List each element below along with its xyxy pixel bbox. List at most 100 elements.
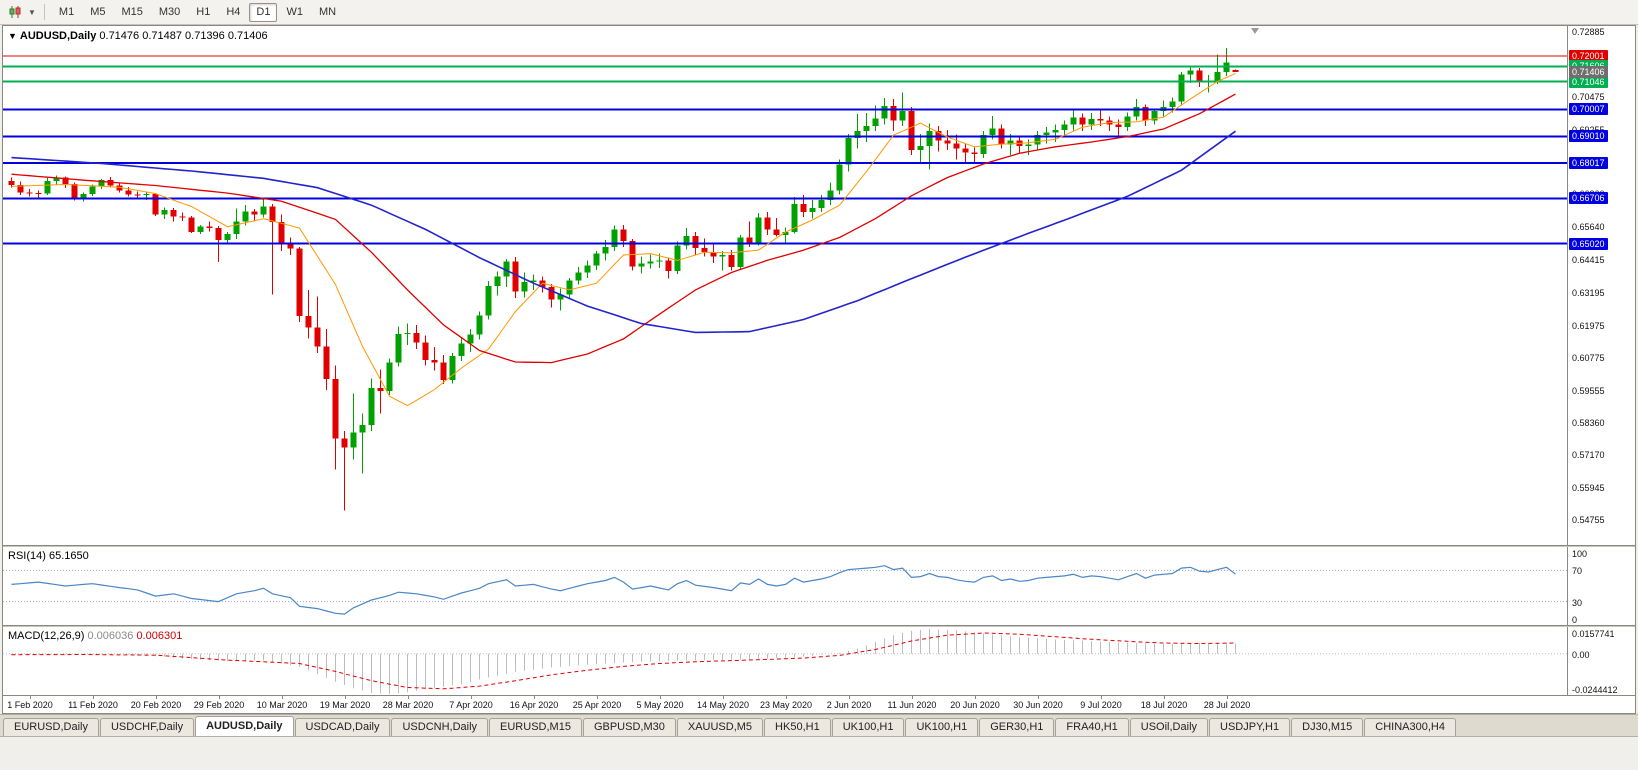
macd-pane[interactable]: MACD(12,26,9) 0.006036 0.006301 [3, 627, 1567, 695]
date-tick [786, 696, 787, 699]
candle [1160, 100, 1167, 117]
date-tick [1101, 696, 1102, 699]
price-axis-label: 0.59555 [1572, 386, 1605, 396]
date-tick [282, 696, 283, 699]
date-tick [345, 696, 346, 699]
rsi-line [11, 565, 1236, 615]
candle [188, 216, 195, 233]
pane-separator[interactable] [3, 625, 1635, 627]
date-tick [1038, 696, 1039, 699]
candle [287, 237, 294, 255]
chart-tab-uk100-h1[interactable]: UK100,H1 [905, 718, 979, 736]
timeframe-button-d1[interactable]: D1 [249, 2, 278, 22]
candle [395, 326, 402, 367]
timeframe-button-m1[interactable]: M1 [58, 5, 75, 18]
quick-trade-arrow-icon[interactable]: ▼ [8, 31, 17, 41]
candle [278, 214, 285, 251]
timeframe-button-h4[interactable]: H4 [226, 5, 241, 18]
date-axis-label: 28 Jul 2020 [1203, 700, 1251, 710]
chart-tab-usdjpy-h1[interactable]: USDJPY,H1 [1209, 718, 1291, 736]
candle [575, 267, 582, 285]
chart-shift-marker[interactable] [1251, 28, 1259, 34]
chart-tab-eurusd-m15[interactable]: EURUSD,M15 [489, 718, 582, 736]
date-axis[interactable]: 1 Feb 2020 11 Feb 2020 20 Feb 2020 29 Feb 2… [3, 695, 1635, 711]
price-axis-label: 0.61975 [1572, 321, 1605, 331]
chart-tab-usdchf-daily[interactable]: USDCHF,Daily [99, 718, 195, 736]
chart-tab-usoil-daily[interactable]: USOil,Daily [1129, 718, 1209, 736]
macd-signal-line [11, 632, 1236, 690]
timeframe-button-m15[interactable]: M15 [121, 5, 143, 18]
chart-tab-usdcad-daily[interactable]: USDCAD,Daily [294, 718, 391, 736]
price-axis[interactable]: 0.728850.716950.704750.692550.680350.668… [1567, 26, 1635, 695]
timeframe-button-m30[interactable]: M30 [158, 5, 181, 18]
level-price-box: 0.68017 [1569, 157, 1608, 169]
timeframe-button-w1[interactable]: W1 [286, 5, 303, 18]
candle [1034, 131, 1041, 150]
timeframe-button-mn[interactable]: MN [318, 5, 337, 18]
price-pane[interactable]: ▼ AUDUSD,Daily 0.71476 0.71487 0.71396 0.… [3, 26, 1567, 545]
date-tick [1164, 696, 1165, 699]
candle [467, 329, 474, 352]
rsi-axis-label: 70 [1572, 566, 1583, 576]
candle [593, 250, 600, 270]
chart-tab-dj30-m15[interactable]: DJ30,M15 [1291, 718, 1364, 736]
macd-main-value: 0.006036 [87, 630, 134, 642]
candle [449, 353, 456, 384]
candle [1079, 113, 1086, 132]
date-axis-label: 20 Feb 2020 [130, 700, 182, 710]
date-axis-label: 5 May 2020 [636, 700, 684, 710]
date-axis-label: 1 Feb 2020 [7, 700, 53, 710]
chart-tab-eurusd-daily[interactable]: EURUSD,Daily [3, 718, 99, 736]
candle [1178, 72, 1185, 105]
candle [683, 228, 690, 250]
candle [827, 182, 834, 206]
current-price-box: 0.71406 [1569, 66, 1608, 78]
chart-tab-china300-h4[interactable]: CHINA300,H4 [1364, 718, 1456, 736]
chart-tab-gbpusd-m30[interactable]: GBPUSD,M30 [582, 718, 676, 736]
macd-label: MACD(12,26,9) 0.006036 0.006301 [8, 630, 182, 642]
timeframe-button-m5[interactable]: M5 [90, 5, 106, 18]
chart-tab-fra40-h1[interactable]: FRA40,H1 [1055, 718, 1129, 736]
candle [440, 355, 447, 385]
date-axis-label: 25 Apr 2020 [572, 700, 622, 710]
caret-down-icon[interactable]: ▼ [28, 7, 36, 17]
chart-tab-hk50-h1[interactable]: HK50,H1 [764, 718, 831, 736]
candle [935, 125, 942, 152]
date-axis-label: 11 Jun 2020 [887, 700, 937, 710]
candle [1088, 112, 1095, 130]
chart-tab-usdcnh-daily[interactable]: USDCNH,Daily [391, 718, 489, 736]
candle [89, 184, 96, 196]
candle [44, 178, 51, 196]
candlestick-chart-icon[interactable] [5, 2, 25, 22]
candle [251, 209, 258, 222]
candle [791, 197, 798, 234]
level-price-box: 0.69010 [1569, 130, 1608, 142]
chart-tab-uk100-h1[interactable]: UK100,H1 [831, 718, 905, 736]
price-axis-label: 0.64415 [1572, 255, 1605, 265]
candle [917, 133, 924, 164]
chart-tab-audusd-daily[interactable]: AUDUSD,Daily [195, 716, 294, 736]
candle [890, 98, 897, 132]
candle [359, 413, 366, 474]
date-tick [471, 696, 472, 699]
candle [1007, 133, 1014, 155]
candle [152, 193, 159, 216]
rsi-label: RSI(14) 65.1650 [8, 550, 89, 562]
level-price-box: 0.66706 [1569, 192, 1608, 204]
rsi-pane[interactable]: RSI(14) 65.1650 [3, 547, 1567, 625]
timeframe-button-h1[interactable]: H1 [196, 5, 211, 18]
chart-tab-xauusd-m5[interactable]: XAUUSD,M5 [676, 718, 764, 736]
chart-title: ▼ AUDUSD,Daily 0.71476 0.71487 0.71396 0.… [8, 30, 268, 42]
rsi-axis-label: 0 [1572, 615, 1578, 625]
date-axis-label: 20 Jun 2020 [950, 700, 1000, 710]
macd-axis-label: 0.0157741 [1572, 629, 1615, 639]
date-tick [30, 696, 31, 699]
chart-tab-ger30-h1[interactable]: GER30,H1 [979, 718, 1055, 736]
macd-signal-value: 0.006301 [136, 630, 183, 642]
candle [854, 114, 861, 149]
candle [719, 250, 726, 271]
macd-indicator-name: MACD(12,26,9) [8, 630, 85, 642]
price-axis-label: 0.60775 [1572, 353, 1605, 363]
candle [269, 203, 276, 295]
pane-separator[interactable] [3, 545, 1635, 547]
